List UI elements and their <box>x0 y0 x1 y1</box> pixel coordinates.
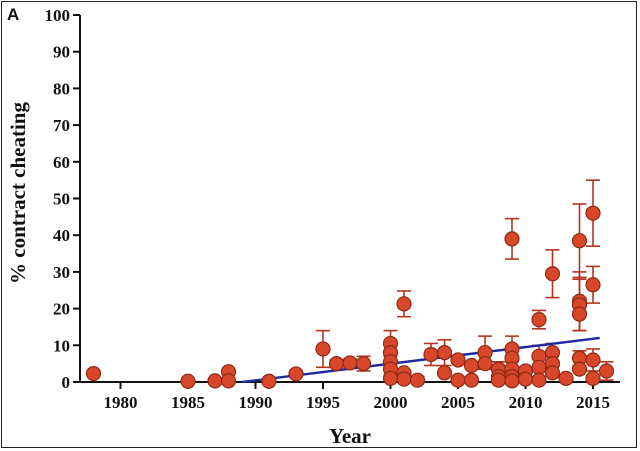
x-tick-label: 1985 <box>171 393 205 412</box>
data-point <box>463 372 480 388</box>
data-point <box>531 312 547 328</box>
data-point <box>531 372 547 388</box>
data-point <box>220 373 237 389</box>
data-point <box>423 346 439 363</box>
y-tick-label: 50 <box>53 190 70 209</box>
data-point <box>463 357 480 374</box>
panel-label: A <box>7 5 19 24</box>
data-point <box>382 370 399 386</box>
x-tick-label: 2005 <box>441 393 475 412</box>
data-point <box>180 373 196 389</box>
data-point <box>544 365 561 381</box>
data-point <box>450 352 466 368</box>
data-point <box>517 371 534 387</box>
x-tick-label: 1990 <box>239 393 273 412</box>
data-point <box>342 355 358 371</box>
x-tick-label: 1980 <box>104 393 138 412</box>
y-tick-label: 40 <box>53 226 70 245</box>
data-point <box>571 306 588 322</box>
data-point <box>261 373 277 389</box>
data-point <box>504 231 520 247</box>
y-tick-label: 90 <box>53 43 70 62</box>
data-point <box>585 370 601 386</box>
data-point <box>504 373 520 389</box>
y-tick-label: 80 <box>53 79 70 98</box>
data-marks <box>85 179 615 389</box>
data-point <box>598 363 615 379</box>
data-point <box>585 352 601 368</box>
data-point <box>288 366 304 382</box>
data-point <box>409 372 426 388</box>
y-tick-label: 20 <box>53 300 70 319</box>
data-point <box>436 345 453 361</box>
data-point <box>207 373 223 389</box>
x-tick-label: 2000 <box>374 393 408 412</box>
data-point <box>544 266 561 282</box>
y-tick-label: 70 <box>53 116 70 135</box>
data-point <box>585 277 601 293</box>
x-tick-label: 2015 <box>576 393 610 412</box>
data-point <box>477 356 493 372</box>
data-point <box>571 361 588 377</box>
y-tick-label: 100 <box>45 6 71 25</box>
axes: 0 10 20 30 40 50 60 70 80 90 100 1980 1985 1990 1995 20… <box>45 6 620 412</box>
y-tick-label: 10 <box>53 336 70 355</box>
data-point <box>396 296 412 312</box>
data-point <box>315 341 331 357</box>
x-tick-label: 2010 <box>509 393 543 412</box>
data-point <box>490 372 507 388</box>
data-point <box>531 359 547 375</box>
y-axis-title: % contract cheating <box>6 102 30 284</box>
y-tick-label: 30 <box>53 263 70 282</box>
data-point <box>85 365 102 382</box>
data-point <box>558 370 574 386</box>
y-tick-label: 0 <box>62 373 71 392</box>
data-point <box>436 365 453 381</box>
data-point <box>571 233 588 249</box>
data-point <box>396 371 412 387</box>
data-point <box>355 356 372 372</box>
x-axis-title: Year <box>329 424 371 448</box>
y-tick-label: 60 <box>53 153 70 172</box>
data-point <box>585 205 601 221</box>
data-point <box>450 372 466 388</box>
data-point <box>328 356 345 372</box>
x-tick-label: 1995 <box>306 393 340 412</box>
